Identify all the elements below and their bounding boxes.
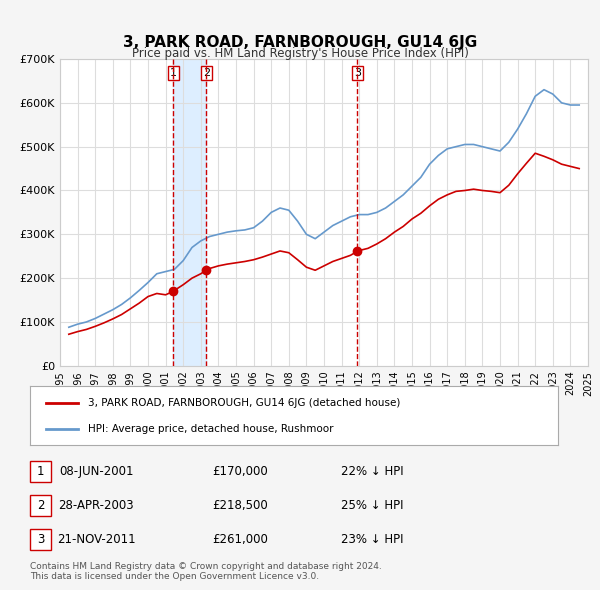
- Text: 08-JUN-2001: 08-JUN-2001: [59, 465, 133, 478]
- Text: Contains HM Land Registry data © Crown copyright and database right 2024.
This d: Contains HM Land Registry data © Crown c…: [30, 562, 382, 581]
- Text: 21-NOV-2011: 21-NOV-2011: [56, 533, 136, 546]
- Text: £218,500: £218,500: [212, 499, 268, 512]
- Text: Price paid vs. HM Land Registry's House Price Index (HPI): Price paid vs. HM Land Registry's House …: [131, 47, 469, 60]
- Text: 3: 3: [354, 68, 361, 78]
- Text: 3, PARK ROAD, FARNBOROUGH, GU14 6JG: 3, PARK ROAD, FARNBOROUGH, GU14 6JG: [123, 35, 477, 50]
- Text: 2: 2: [37, 499, 44, 512]
- Text: £261,000: £261,000: [212, 533, 268, 546]
- Text: 2: 2: [203, 68, 210, 78]
- Text: HPI: Average price, detached house, Rushmoor: HPI: Average price, detached house, Rush…: [88, 424, 334, 434]
- Text: 22% ↓ HPI: 22% ↓ HPI: [341, 465, 403, 478]
- Text: 1: 1: [37, 465, 44, 478]
- Bar: [173, 59, 206, 366]
- Text: 1: 1: [170, 68, 177, 78]
- Text: 3: 3: [37, 533, 44, 546]
- Text: £170,000: £170,000: [212, 465, 268, 478]
- Text: 25% ↓ HPI: 25% ↓ HPI: [341, 499, 403, 512]
- Text: 23% ↓ HPI: 23% ↓ HPI: [341, 533, 403, 546]
- Text: 3, PARK ROAD, FARNBOROUGH, GU14 6JG (detached house): 3, PARK ROAD, FARNBOROUGH, GU14 6JG (det…: [88, 398, 400, 408]
- Text: 28-APR-2003: 28-APR-2003: [58, 499, 134, 512]
